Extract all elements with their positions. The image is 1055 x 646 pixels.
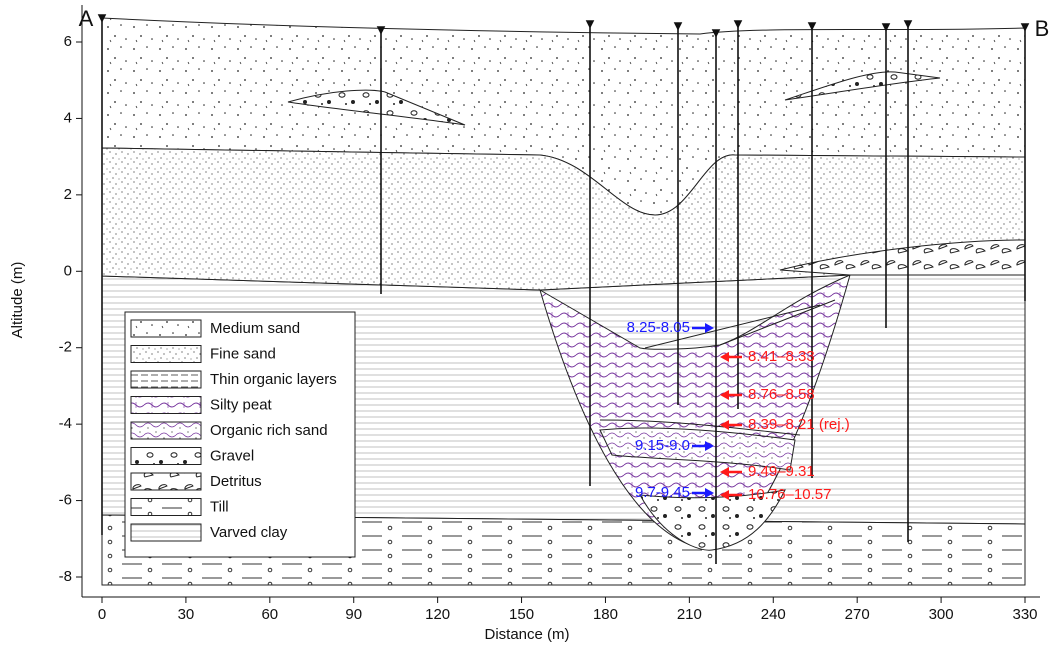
boreholes [97,14,1030,564]
date-arrowhead [720,490,729,500]
date-label: 9.49–9.31 [748,463,815,480]
section-end-label: B [1035,16,1050,41]
x-axis-title: Distance (m) [484,626,569,643]
date-label: 8.39–8.21 (rej.) [748,416,850,433]
gravel-lens [784,71,941,101]
gravel-channel-base [639,489,786,551]
x-tick-label: 120 [425,606,450,623]
gravel-lens [287,89,466,126]
date-label: 8.76–8.58 [748,386,815,403]
y-tick-label: -4 [59,415,72,432]
date-arrowhead [705,441,714,451]
legend: Medium sand Fine sand Thin organic layers S… [130,319,337,542]
y-tick-label: 6 [64,33,72,50]
legend-label: Detritus [210,473,262,490]
y-tick-label: 0 [64,262,72,279]
x-tick-label: 30 [178,606,195,623]
x-tick-label: 90 [345,606,362,623]
date-label: 8.41–8.33 [748,348,815,365]
fine-sand-layer [101,147,1026,291]
date-label: 9.15-9.0 [635,437,690,454]
legend-label: Varved clay [210,524,288,541]
legend-swatch [130,472,202,491]
legend-swatch [130,498,202,516]
legend-label: Organic rich sand [210,422,328,439]
x-tick-label: 240 [761,606,786,623]
y-tick-label: -2 [59,339,72,356]
legend-swatch [130,396,202,414]
y-tick-label: 2 [64,186,72,203]
y-tick-label: 4 [64,109,72,126]
organic-sand-lens [599,427,796,471]
legend-swatch [130,370,202,389]
date-arrowhead [720,390,729,400]
legend-label: Fine sand [210,345,276,362]
x-tick-label: 210 [677,606,702,623]
dates: 8.25-8.05 8.41–8.33 8.76–8.58 8.39–8.21 (re… [627,319,850,503]
legend-swatch [130,523,202,542]
date-label: 9.7-9.45 [635,484,690,501]
thin-organic-lines [599,299,836,436]
x-tick-label: 270 [845,606,870,623]
date-arrowhead [720,420,729,430]
legend-label: Medium sand [210,320,300,337]
axis-ticks: 0 30 60 90 120 150 180 210 240 270 300 330 -8 -6 -4 -2 0… [59,33,1038,623]
x-tick-label: 300 [929,606,954,623]
legend-label: Silty peat [210,396,273,413]
x-tick-label: 330 [1012,606,1037,623]
x-tick-label: 0 [98,606,106,623]
y-tick-label: -6 [59,492,72,509]
legend-label: Gravel [210,447,254,464]
date-label: 10.76–10.57 [748,486,831,503]
legend-swatch [130,319,202,338]
y-tick-label: -8 [59,568,72,585]
legend-swatch [130,345,202,363]
legend-swatch [130,421,202,440]
legend-swatch [130,447,202,465]
date-arrowhead [720,352,729,362]
x-tick-label: 180 [593,606,618,623]
date-arrowhead [720,467,729,477]
x-tick-label: 150 [509,606,534,623]
date-arrowhead [705,323,714,333]
legend-label: Till [210,498,229,515]
section-start-label: A [79,6,94,31]
date-label: 8.25-8.05 [627,319,690,336]
date-arrowhead [705,488,714,498]
y-axis-title: Altitude (m) [9,262,26,339]
x-tick-label: 60 [261,606,278,623]
channel-fill [539,274,851,551]
legend-label: Thin organic layers [210,371,337,388]
